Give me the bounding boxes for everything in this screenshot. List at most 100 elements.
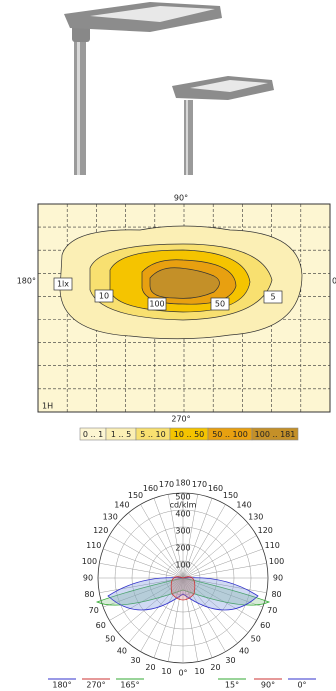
polar-spoke: [167, 494, 184, 579]
axis-label: 270°: [171, 415, 190, 424]
angle-label: 160: [208, 484, 223, 493]
angle-label: 70: [267, 606, 277, 615]
curve-blue: [107, 577, 259, 611]
angle-label: 140: [114, 501, 129, 510]
angle-label: 170: [192, 480, 207, 489]
contour-100: [149, 267, 220, 299]
contour-label: 10: [99, 292, 109, 301]
legend-label: 1 .. 5: [111, 430, 131, 439]
polar-spoke: [109, 535, 184, 579]
legend-label: 100 .. 181: [255, 430, 296, 439]
angle-label: 140: [236, 501, 251, 510]
angle-label: 30: [130, 656, 140, 665]
contour-label: 5: [270, 293, 275, 302]
legend-label: 5 .. 10: [140, 430, 165, 439]
legend-swatch: [251, 427, 299, 441]
angle-label: 90: [273, 574, 283, 583]
scale-note: 1H: [42, 402, 53, 411]
curve-green: [95, 577, 271, 606]
angle-label: 60: [96, 621, 106, 630]
angle-label: 100: [269, 557, 284, 566]
curve-red: [170, 576, 196, 601]
legend-label: 10 .. 50: [174, 430, 205, 439]
angle-label: 150: [223, 491, 238, 500]
polar-spoke: [182, 577, 226, 652]
angle-label: 180: [175, 479, 190, 488]
radial-label: 300: [175, 527, 190, 536]
contour-label-box: [263, 290, 283, 304]
angle-label: 50: [105, 635, 115, 644]
polar-spoke: [182, 577, 257, 621]
angle-label: 90: [83, 574, 93, 583]
angle-label: 10: [194, 667, 204, 676]
radial-label: 400: [175, 510, 190, 519]
angle-label: 60: [260, 621, 270, 630]
polar-spoke: [182, 523, 249, 579]
angle-label: 160: [143, 484, 158, 493]
angle-label: 70: [89, 606, 99, 615]
polar-spoke: [182, 512, 238, 579]
angle-label: 130: [248, 512, 263, 521]
angle-label: 150: [128, 491, 143, 500]
contour-label: 1lx: [57, 280, 69, 289]
polar-spoke: [167, 577, 184, 662]
polar-spoke: [99, 577, 184, 594]
legend-label: 90°: [261, 681, 275, 690]
polar-spoke: [182, 535, 257, 579]
polar-spoke: [153, 498, 184, 579]
angle-label: 110: [86, 541, 101, 550]
radial-label: 200: [175, 544, 190, 553]
polar-spoke: [103, 548, 184, 579]
radial-label: 500: [175, 493, 190, 502]
angle-label: 170: [159, 480, 174, 489]
polar-spoke: [128, 577, 184, 644]
polar-spoke: [182, 548, 263, 579]
product-photo: [64, 2, 274, 175]
angle-label: 130: [103, 512, 118, 521]
contour-label-box: [147, 297, 167, 311]
angle-label: 20: [210, 663, 220, 672]
legend-label: 15°: [225, 681, 239, 690]
axis-label: 90°: [174, 194, 188, 203]
radial-label: 100: [175, 561, 190, 570]
contour-label: 100: [149, 300, 164, 309]
angle-label: 80: [271, 590, 281, 599]
angle-label: 80: [84, 590, 94, 599]
contour-label-box: [53, 277, 73, 291]
angle-label: 100: [82, 557, 97, 566]
polar-spoke: [182, 494, 199, 579]
polar-spoke: [117, 523, 184, 579]
contour-label: 50: [215, 300, 225, 309]
angle-label: 50: [251, 635, 261, 644]
legend-label: 180°: [52, 681, 71, 690]
angle-label: 0°: [178, 669, 187, 678]
angle-label: 20: [145, 663, 155, 672]
angle-label: 10: [161, 667, 171, 676]
polar-spoke: [182, 577, 267, 594]
polar-spoke: [99, 562, 184, 579]
contour-label-box: [94, 289, 114, 303]
polar-spoke: [128, 512, 184, 579]
contour-label-box: [210, 297, 230, 311]
unit-label: cd/klm: [170, 501, 197, 510]
polar-spoke: [182, 577, 238, 644]
polar-spoke: [140, 577, 184, 652]
legend-label: 0 .. 1: [83, 430, 103, 439]
angle-label: 120: [93, 526, 108, 535]
angle-label: 30: [225, 656, 235, 665]
angle-label: 40: [117, 646, 127, 655]
axis-label: 180°: [17, 277, 36, 286]
polar-spoke: [109, 577, 184, 621]
legend-label: 270°: [86, 681, 105, 690]
polar-spoke: [117, 577, 184, 633]
polar-spoke: [182, 562, 267, 579]
legend-label: 50 .. 100: [212, 430, 248, 439]
axis-label: 0°: [332, 277, 336, 286]
polar-spoke: [182, 577, 249, 633]
angle-label: 120: [258, 526, 273, 535]
angle-label: 40: [239, 646, 249, 655]
legend-label: 165°: [120, 681, 139, 690]
legend-label: 0°: [297, 681, 306, 690]
polar-spoke: [182, 498, 213, 579]
